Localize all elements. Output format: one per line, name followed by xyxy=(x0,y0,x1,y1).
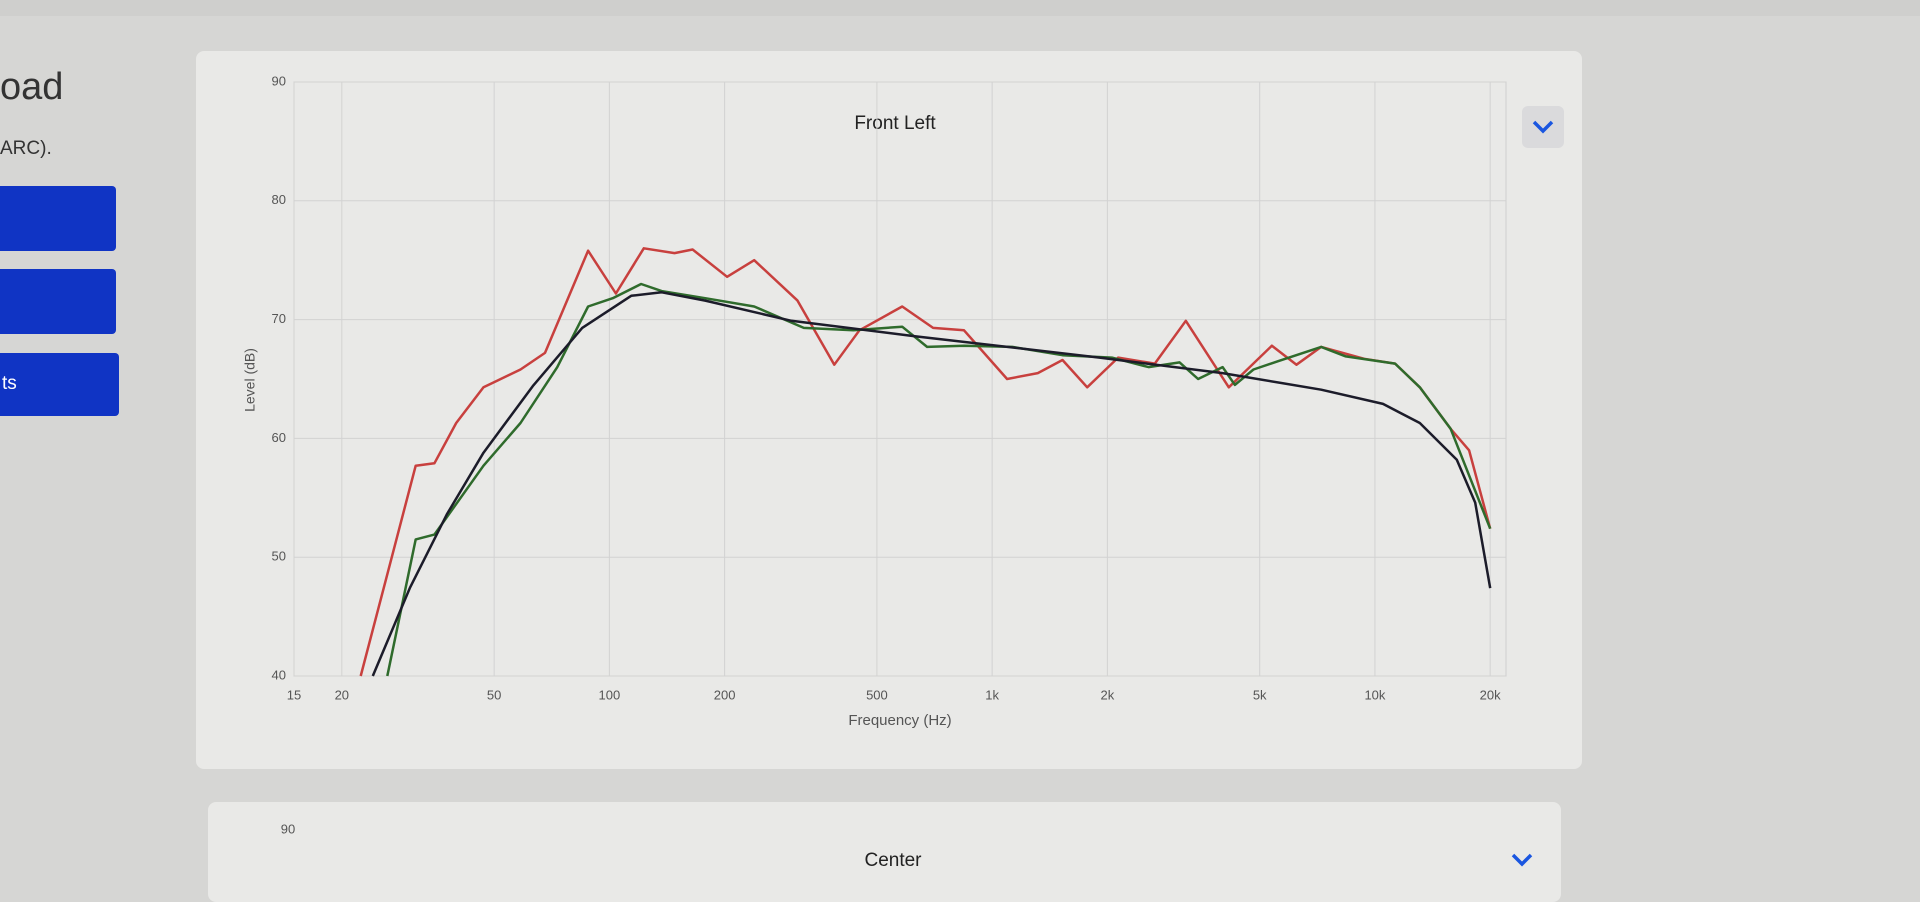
chevron-icon[interactable] xyxy=(1511,853,1533,867)
button[interactable]: ts xyxy=(0,353,119,416)
button[interactable] xyxy=(0,186,116,251)
x-tick-label: 1k xyxy=(985,687,999,702)
x-tick-label: 100 xyxy=(599,687,621,702)
chart-title: Center xyxy=(864,850,922,871)
top-bar xyxy=(0,0,1920,16)
y-tick-label: 40 xyxy=(272,667,286,682)
chevron-button[interactable] xyxy=(1522,106,1564,148)
series-line xyxy=(359,247,1492,677)
series-line xyxy=(386,282,1492,677)
plot-area xyxy=(293,81,1507,677)
y-tick-label: 90 xyxy=(281,821,295,836)
x-tick-label: 500 xyxy=(866,687,888,702)
y-tick-label: 90 xyxy=(272,73,286,88)
x-tick-label: 15 xyxy=(287,687,301,702)
sidebar-title: oad xyxy=(0,66,64,108)
button-label: ts xyxy=(2,373,17,394)
x-tick-label: 200 xyxy=(714,687,736,702)
x-axis-label: Frequency (Hz) xyxy=(848,712,951,729)
x-tick-label: 20 xyxy=(335,687,349,702)
x-tick-label: 20k xyxy=(1480,687,1501,702)
button[interactable] xyxy=(0,269,116,334)
chevron-bg[interactable] xyxy=(1522,106,1564,148)
chart-title: Front Left xyxy=(854,113,936,134)
y-tick-label: 60 xyxy=(272,430,286,445)
y-tick-label: 50 xyxy=(272,549,286,564)
y-tick-label: 70 xyxy=(272,311,286,326)
x-tick-label: 2k xyxy=(1101,687,1115,702)
sidebar-note: ARC). xyxy=(0,138,52,159)
x-tick-label: 10k xyxy=(1364,687,1385,702)
y-axis-label: Level (dB) xyxy=(242,348,258,412)
x-tick-label: 5k xyxy=(1253,687,1267,702)
chart-card xyxy=(196,51,1582,769)
series-line xyxy=(371,291,1492,677)
y-tick-label: 80 xyxy=(272,192,286,207)
chevron-icon xyxy=(1532,120,1554,134)
x-tick-label: 50 xyxy=(487,687,501,702)
chart-card xyxy=(208,802,1561,902)
